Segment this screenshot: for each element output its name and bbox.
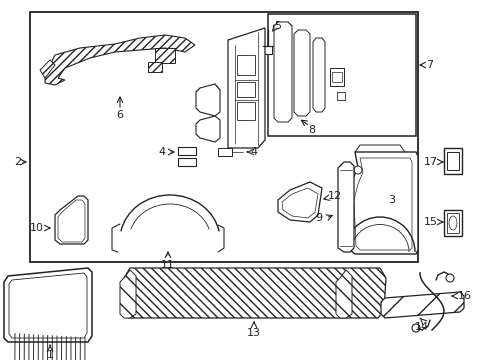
Bar	[268, 14, 416, 136]
Circle shape	[354, 166, 362, 174]
Bar	[447, 152, 459, 170]
Text: 4: 4	[250, 147, 257, 157]
Text: 6: 6	[117, 110, 123, 120]
Text: 10: 10	[30, 223, 44, 233]
Polygon shape	[381, 292, 464, 318]
Bar	[155, 48, 175, 63]
Polygon shape	[122, 268, 386, 318]
Bar	[332, 72, 342, 82]
Bar	[178, 158, 196, 166]
Bar	[178, 147, 196, 155]
Bar	[218, 148, 232, 156]
Text: 4: 4	[158, 147, 166, 157]
Polygon shape	[120, 270, 136, 318]
Bar	[237, 102, 255, 120]
Text: 5: 5	[274, 21, 281, 31]
Polygon shape	[336, 270, 352, 318]
Text: 13: 13	[247, 328, 261, 338]
Text: 17: 17	[424, 157, 438, 167]
Text: 12: 12	[328, 191, 342, 201]
Bar	[237, 55, 255, 75]
Text: 9: 9	[315, 213, 322, 223]
Bar	[330, 68, 344, 86]
Text: 8: 8	[308, 125, 316, 135]
Text: 14: 14	[415, 322, 429, 332]
Bar	[264, 46, 272, 54]
Text: 2: 2	[14, 157, 22, 167]
Text: 11: 11	[161, 260, 175, 270]
Polygon shape	[40, 60, 55, 78]
Bar	[237, 82, 255, 97]
Bar	[148, 62, 162, 72]
Polygon shape	[196, 84, 220, 116]
Polygon shape	[274, 22, 292, 122]
Polygon shape	[338, 162, 354, 252]
Bar	[337, 92, 345, 100]
Polygon shape	[348, 152, 418, 254]
Bar	[444, 148, 462, 174]
Polygon shape	[278, 182, 322, 222]
Polygon shape	[313, 38, 325, 112]
Polygon shape	[294, 30, 310, 116]
Bar	[30, 12, 418, 262]
Circle shape	[412, 324, 420, 332]
Polygon shape	[45, 35, 195, 85]
Polygon shape	[196, 116, 220, 142]
Polygon shape	[444, 210, 462, 236]
Polygon shape	[228, 28, 265, 148]
Polygon shape	[4, 268, 92, 342]
Text: 7: 7	[426, 60, 434, 70]
Polygon shape	[55, 196, 88, 244]
Text: 3: 3	[389, 195, 395, 205]
Text: 15: 15	[424, 217, 438, 227]
Text: 1: 1	[47, 350, 53, 360]
Circle shape	[446, 274, 454, 282]
Text: 16: 16	[458, 291, 472, 301]
